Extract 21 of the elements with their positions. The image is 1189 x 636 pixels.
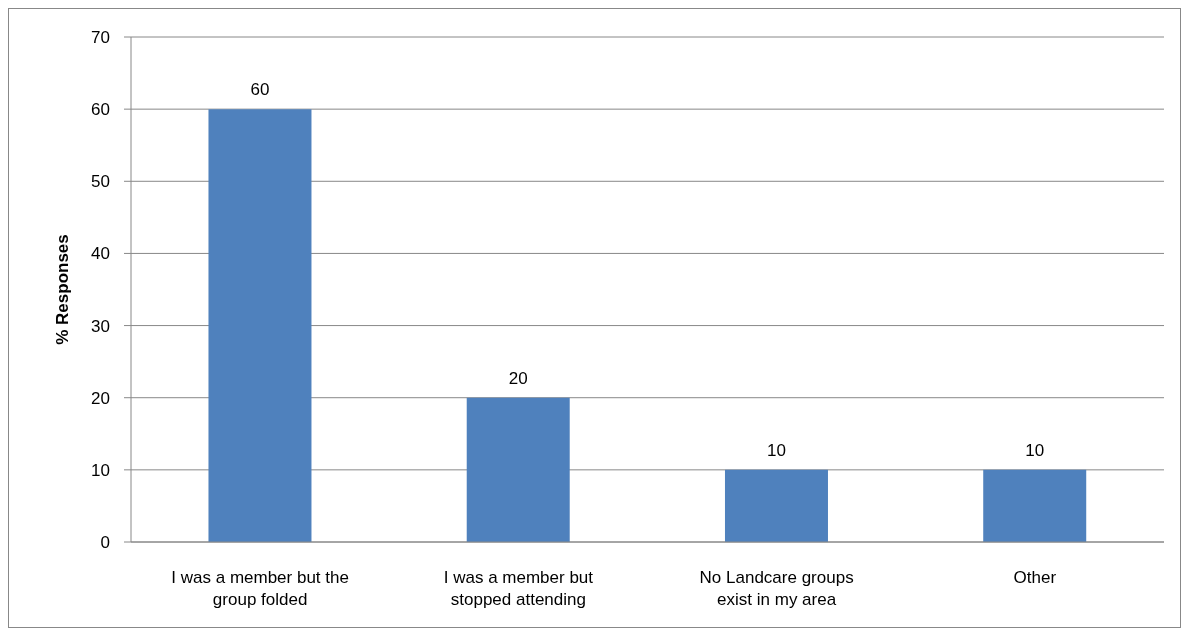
data-label: 10	[1025, 440, 1045, 460]
x-tick-label: No Landcare groups exist in my area	[699, 568, 854, 610]
data-label: 20	[508, 368, 528, 388]
x-tick-label: I was a member but stopped attending	[443, 568, 594, 610]
x-tick-label: Other	[1013, 568, 1057, 588]
y-axis-title: % Responses	[52, 234, 72, 345]
data-label: 60	[250, 80, 270, 100]
y-tick-label: 20	[91, 388, 110, 408]
y-tick-label: 0	[100, 533, 110, 553]
bar	[208, 109, 312, 542]
data-label: 10	[767, 440, 786, 460]
y-tick-label: 70	[91, 28, 110, 48]
y-tick-label: 60	[91, 100, 110, 120]
y-tick-label: 30	[91, 316, 110, 336]
y-tick-label: 50	[91, 172, 110, 192]
bar	[466, 397, 570, 542]
bar	[983, 469, 1087, 542]
y-tick-label: 10	[91, 460, 110, 480]
y-tick-label: 40	[91, 244, 110, 264]
x-tick-label: I was a member but the group folded	[171, 568, 349, 610]
bar	[724, 469, 828, 542]
